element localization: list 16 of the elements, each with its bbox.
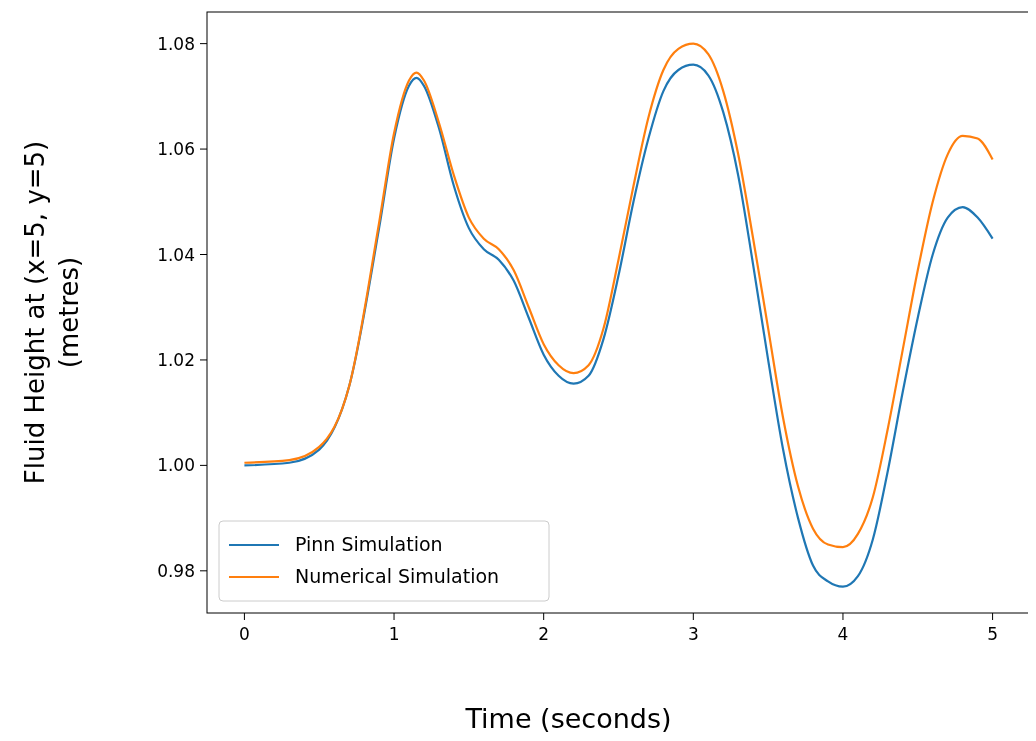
x-axis-title: Time (seconds) — [464, 703, 672, 734]
y-tick-label: 1.08 — [157, 33, 195, 54]
x-tick-label: 1 — [388, 624, 400, 644]
x-tick-label: 2 — [538, 624, 550, 644]
y-tick-label: 1.00 — [157, 455, 195, 476]
x-tick-label: 4 — [837, 624, 849, 644]
x-tick-label: 0 — [239, 624, 250, 644]
legend-label: Pinn Simulation — [295, 533, 443, 555]
y-tick-label: 1.02 — [157, 349, 195, 370]
legend-label: Numerical Simulation — [295, 565, 500, 587]
y-tick-label: 0.98 — [157, 560, 195, 581]
y-tick-label: 1.06 — [157, 139, 195, 160]
x-tick-label: 3 — [687, 624, 699, 644]
y-axis-title: Fluid Height at (x=5, y=5) (metres) — [20, 140, 84, 485]
y-tick-label: 1.04 — [157, 244, 195, 265]
x-tick-label: 5 — [987, 624, 998, 644]
